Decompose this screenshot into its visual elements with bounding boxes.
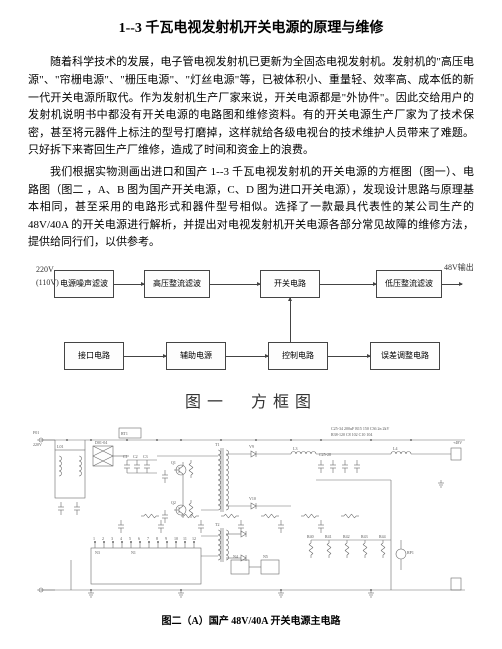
diagram-label: 48V输出 xyxy=(444,262,474,275)
block-n6: 辅助电源 xyxy=(166,342,226,370)
block-n1: 电源噪声滤波 xyxy=(54,270,114,298)
block-n2: 高压整流滤波 xyxy=(144,270,210,298)
svg-text:Q2: Q2 xyxy=(171,500,176,505)
svg-text:C25-28: C25-28 xyxy=(319,452,331,457)
page-title: 1--3 千瓦电视发射机开关电源的原理与维修 xyxy=(28,18,474,40)
block-n4: 低压整流滤波 xyxy=(376,270,442,298)
svg-text:R40: R40 xyxy=(307,534,314,539)
svg-text:8: 8 xyxy=(156,536,158,541)
svg-text:L3: L3 xyxy=(293,446,297,451)
arrow xyxy=(226,356,268,357)
svg-text:Q1: Q1 xyxy=(171,460,176,465)
svg-text:C1: C1 xyxy=(123,454,128,459)
svg-text:R44: R44 xyxy=(379,534,386,539)
arrow xyxy=(320,284,376,285)
svg-text:+48V: +48V xyxy=(453,440,462,445)
svg-text:7: 7 xyxy=(147,536,149,541)
svg-text:12: 12 xyxy=(192,536,196,541)
arrow xyxy=(124,356,166,357)
svg-text:R38-120 C8 102 C10 104: R38-120 C8 102 C10 104 xyxy=(331,432,372,437)
svg-text:C3: C3 xyxy=(143,454,148,459)
block-n3: 开关电路 xyxy=(260,270,320,298)
svg-text:2: 2 xyxy=(102,536,104,541)
figure1-caption: 图一 方框图 xyxy=(28,390,474,416)
svg-text:10: 10 xyxy=(174,536,178,541)
svg-text:T2: T2 xyxy=(215,522,219,527)
svg-text:D01-04: D01-04 xyxy=(95,440,107,445)
block-n7: 控制电路 xyxy=(268,342,328,370)
arrow xyxy=(328,356,370,357)
svg-text:V10: V10 xyxy=(249,496,256,501)
svg-text:C25-34 200uF R15 150 C36 2n: C25-34 200uF R15 150 C36 2n 2kV xyxy=(331,426,390,431)
svg-text:N1: N1 xyxy=(131,550,136,555)
svg-text:R42: R42 xyxy=(343,534,350,539)
svg-text:L01: L01 xyxy=(57,444,63,449)
svg-text:11: 11 xyxy=(183,536,187,541)
svg-text:N3: N3 xyxy=(95,550,100,555)
block-diagram-container: 电源噪声滤波 高压整流滤波 开关电路 低压整流滤波接口电路 辅助电源 控制电路 误差调整电路… xyxy=(28,258,474,388)
svg-text:RP1: RP1 xyxy=(407,550,414,555)
svg-text:4: 4 xyxy=(120,536,122,541)
svg-text:C2: C2 xyxy=(133,454,138,459)
arrow xyxy=(442,284,462,285)
arrow xyxy=(114,284,144,285)
svg-text:5: 5 xyxy=(129,536,131,541)
svg-text:T1: T1 xyxy=(215,442,219,447)
arrow-up xyxy=(290,298,291,342)
svg-text:220V: 220V xyxy=(33,442,42,447)
block-n8: 误差调整电路 xyxy=(370,342,440,370)
paragraph-2: 我们根据实物测画出进口和国产 1--3 千瓦电视发射机的开关电源的方框图（图一）… xyxy=(28,164,474,252)
schematic-diagram: F01 220V L01 D01-04 C1 C2 C3 RT1 Q1 Q2 T1 V9 V10 L3 C2… xyxy=(31,420,471,608)
diagram-label: 220V (110V) xyxy=(36,264,59,290)
paragraph-1: 随着科学技术的发展，电子管电视发射机已更新为全固态电视发射机。发射机的"高压电源… xyxy=(28,54,474,160)
svg-text:V9: V9 xyxy=(249,444,254,449)
figure2-caption: 图二（A）国产 48V/40A 开关电源主电路 xyxy=(28,614,474,630)
svg-text:N5: N5 xyxy=(263,554,268,559)
svg-text:L4: L4 xyxy=(393,446,397,451)
svg-text:1: 1 xyxy=(93,536,95,541)
svg-text:R41: R41 xyxy=(325,534,332,539)
svg-text:6: 6 xyxy=(138,536,140,541)
svg-text:F01: F01 xyxy=(33,430,39,435)
block-n5: 接口电路 xyxy=(64,342,124,370)
svg-text:3: 3 xyxy=(111,536,113,541)
svg-text:9: 9 xyxy=(165,536,167,541)
arrow xyxy=(210,284,260,285)
svg-text:R43: R43 xyxy=(361,534,368,539)
block-diagram: 电源噪声滤波 高压整流滤波 开关电路 低压整流滤波接口电路 辅助电源 控制电路 误差调整电路… xyxy=(36,258,466,388)
svg-text:RT1: RT1 xyxy=(121,431,128,436)
schematic-container: F01 220V L01 D01-04 C1 C2 C3 RT1 Q1 Q2 T1 V9 V10 L3 C2… xyxy=(28,420,474,608)
